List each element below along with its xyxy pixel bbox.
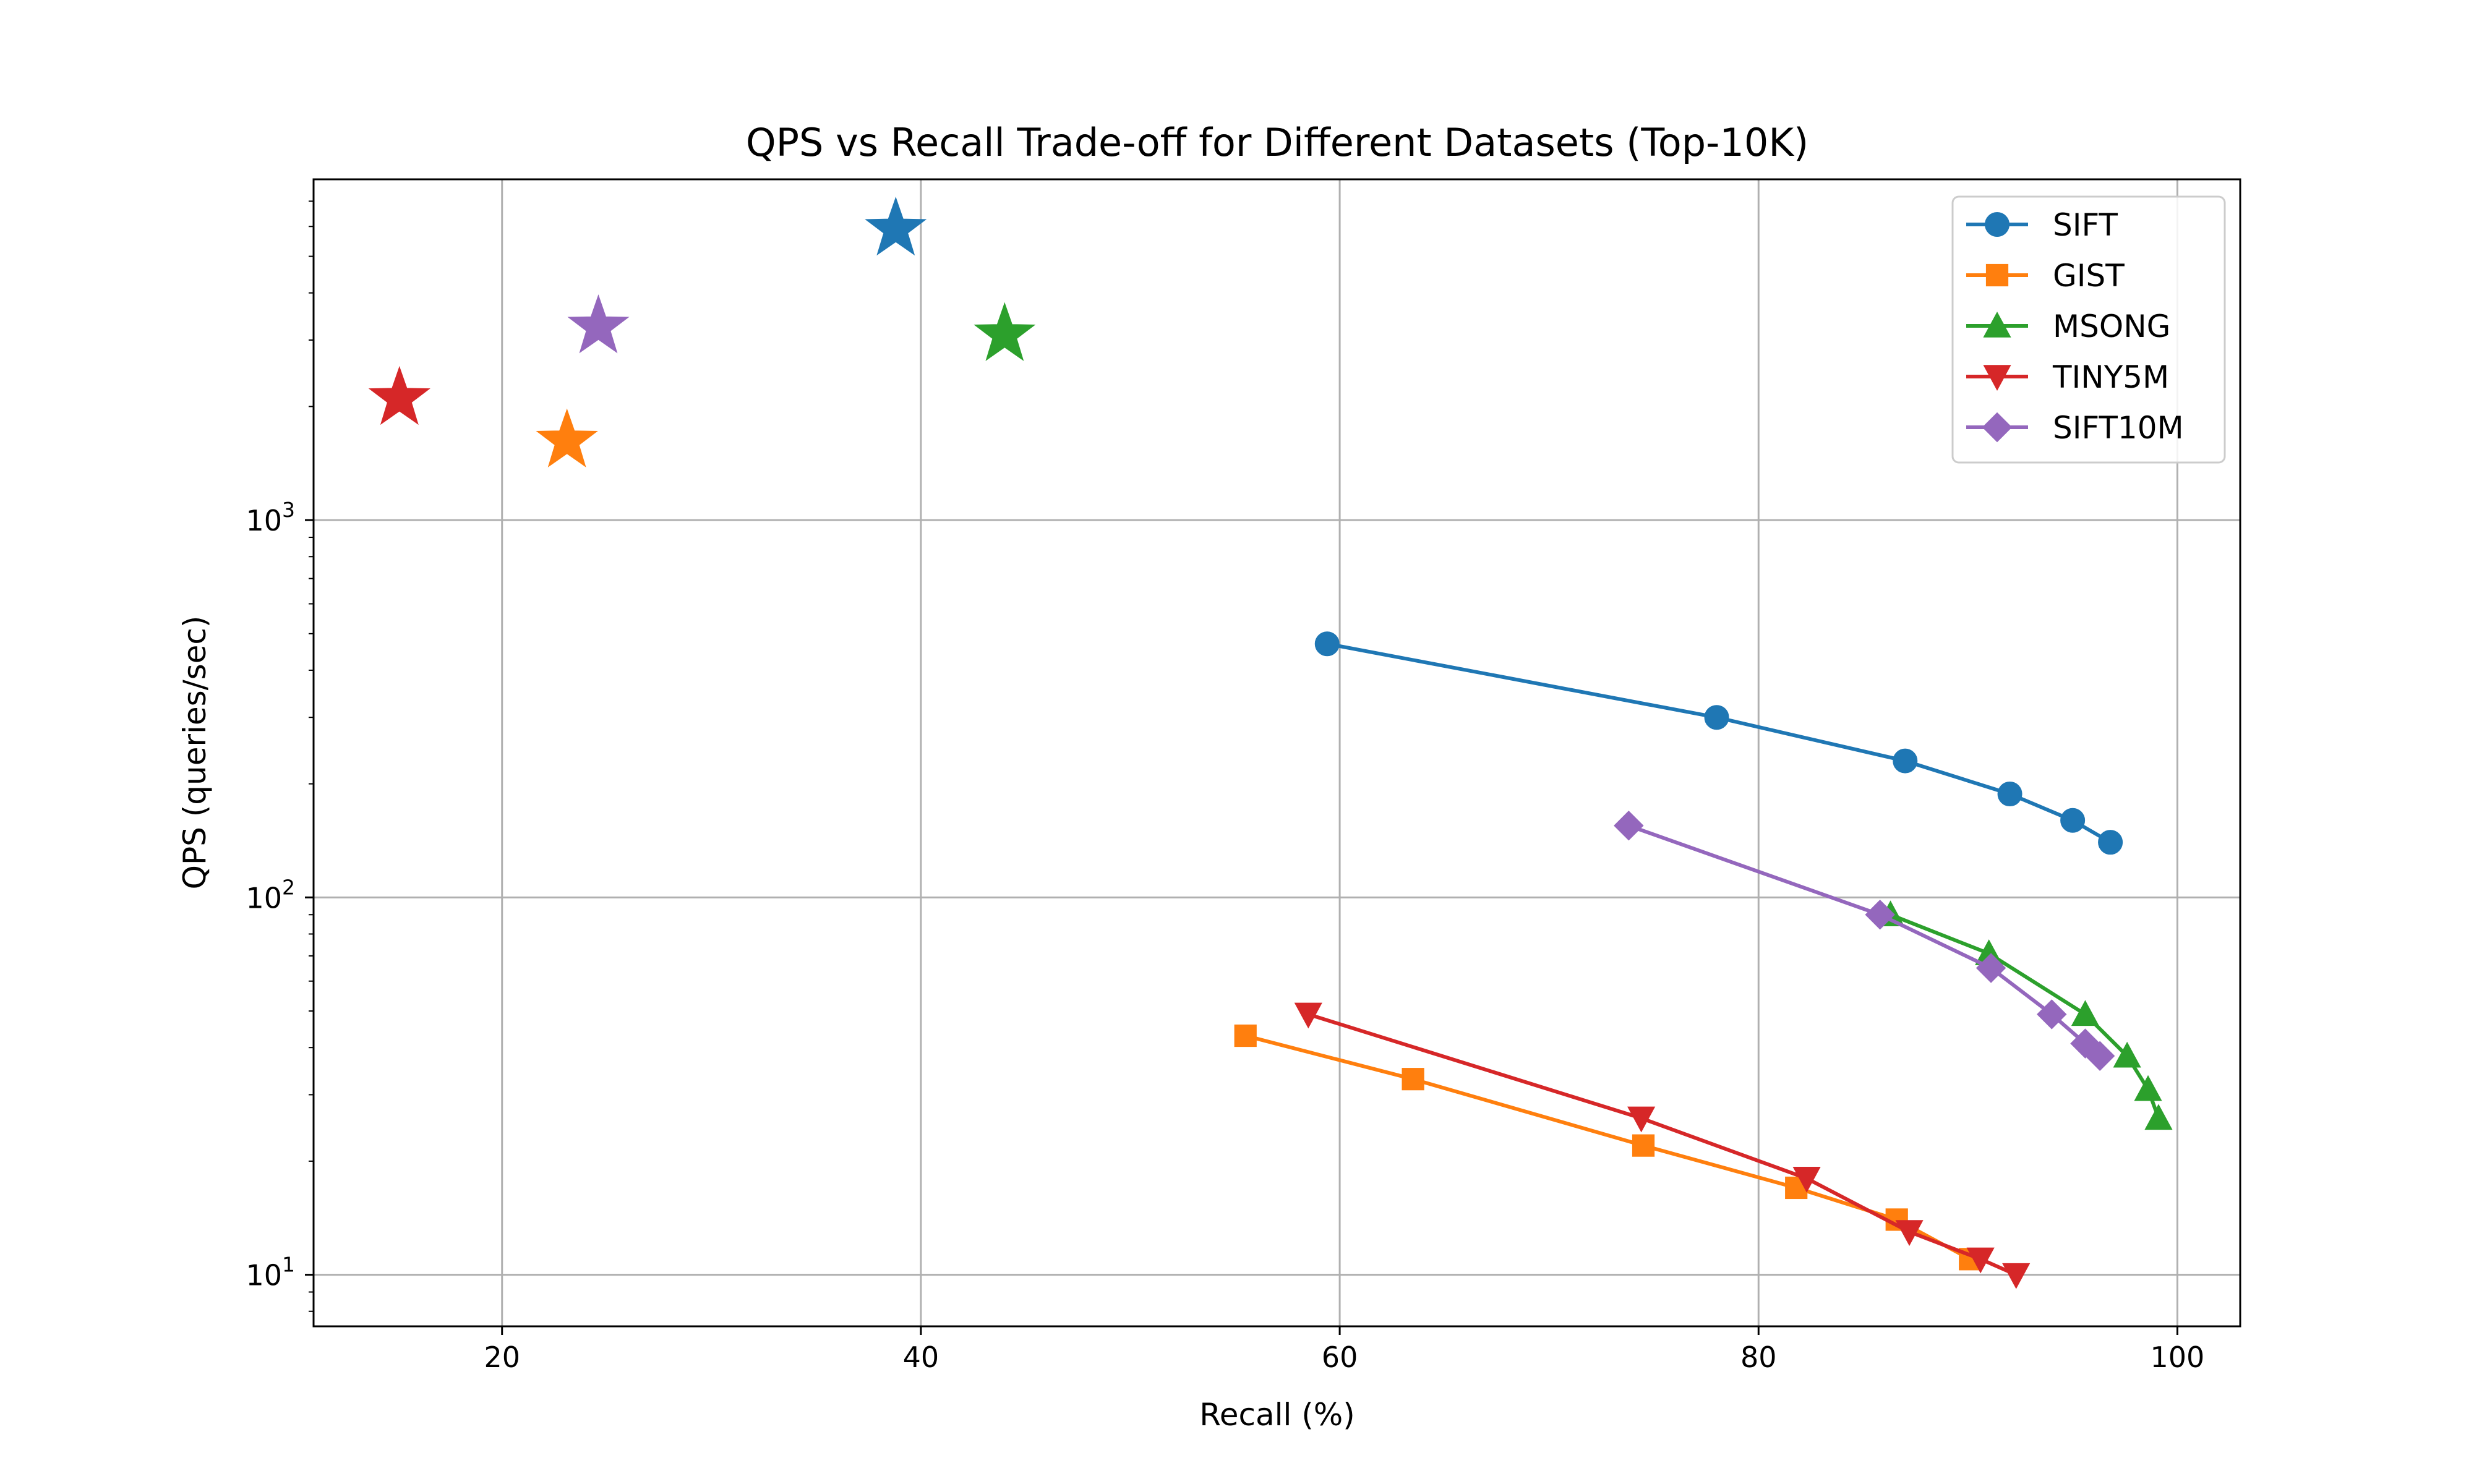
legend-label: TINY5M — [2052, 359, 2169, 395]
star-point — [536, 408, 598, 467]
y-tick-exponent: 3 — [282, 498, 295, 522]
star-point — [974, 302, 1036, 361]
legend-marker — [1983, 311, 2011, 338]
data-point — [1966, 1247, 1995, 1274]
legend-entry: GIST — [1966, 258, 2125, 294]
chart-title: QPS vs Recall Trade-off for Different Da… — [746, 120, 1808, 165]
series-sift — [865, 197, 2123, 855]
legend-marker — [1985, 212, 2010, 237]
legend-label: MSONG — [2053, 309, 2170, 344]
data-point — [1632, 1134, 1655, 1157]
x-axis-label: Recall (%) — [1199, 1397, 1355, 1433]
data-point — [1294, 1002, 1322, 1029]
data-point — [2098, 830, 2123, 855]
x-tick-label: 80 — [1740, 1341, 1777, 1374]
legend-entry: TINY5M — [1966, 359, 2169, 395]
y-tick-base: 10 — [246, 504, 282, 537]
legend: SIFT GIST MSONG TINY5M SIFT10M — [1951, 195, 2226, 464]
legend-label: SIFT — [2053, 207, 2118, 243]
y-tick-exponent: 1 — [282, 1253, 295, 1277]
series-tiny5m — [368, 365, 2031, 1289]
legend-entry: SIFT — [1966, 207, 2118, 243]
y-tick-label: 102 — [246, 875, 295, 915]
data-point — [1402, 1068, 1424, 1091]
data-point — [2134, 1075, 2162, 1101]
data-point — [1895, 1220, 1924, 1247]
data-point — [2060, 808, 2086, 833]
star-point — [865, 197, 927, 256]
data-point — [1893, 748, 1918, 774]
legend-entry: MSONG — [1966, 309, 2170, 344]
data-point — [2037, 999, 2067, 1030]
data-point — [1865, 900, 1895, 930]
plot-frame — [312, 178, 2241, 1328]
y-tick-base: 10 — [246, 1259, 282, 1292]
data-point — [2113, 1041, 2141, 1068]
x-tick-label: 20 — [484, 1341, 520, 1374]
legend-marker — [1983, 365, 2011, 391]
legend-entry: SIFT10M — [1966, 410, 2184, 446]
legend-label: GIST — [2053, 258, 2125, 294]
x-tick-label: 40 — [903, 1341, 940, 1374]
star-point — [567, 294, 630, 354]
data-point — [1314, 631, 1340, 657]
legend-box — [1951, 195, 2226, 464]
data-point — [2002, 1263, 2031, 1289]
data-point — [1614, 810, 1644, 841]
y-tick-exponent: 2 — [282, 875, 295, 899]
star-point — [368, 365, 430, 425]
x-tick-label: 100 — [2151, 1341, 2205, 1374]
data-point — [1234, 1024, 1257, 1047]
legend-label: SIFT10M — [2053, 410, 2184, 446]
data-point — [1704, 705, 1729, 730]
series-sift10m — [567, 294, 2115, 1071]
plot-series — [368, 197, 2173, 1289]
data-point — [1997, 782, 2022, 807]
data-point — [2084, 1041, 2115, 1071]
y-tick-label: 101 — [246, 1253, 295, 1292]
y-tick-label: 103 — [246, 498, 295, 537]
legend-marker — [1985, 263, 2009, 287]
data-point — [2144, 1104, 2173, 1130]
data-point — [2071, 1000, 2100, 1026]
grid-lines — [314, 179, 2240, 1326]
y-tick-base: 10 — [246, 881, 282, 915]
data-point — [2070, 1028, 2100, 1059]
y-axis-label: QPS (queries/sec) — [177, 616, 213, 890]
legend-marker — [1982, 412, 2013, 443]
data-point — [1627, 1106, 1656, 1133]
data-point — [1975, 953, 2006, 983]
data-point — [1792, 1167, 1821, 1193]
x-tick-label: 60 — [1322, 1341, 1358, 1374]
